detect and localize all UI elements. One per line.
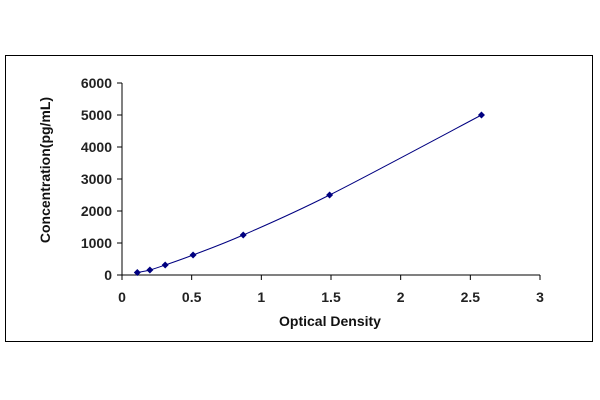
fit-curve [137,114,482,273]
y-tick-label: 2000 [81,203,112,219]
x-tick-label: 1.5 [321,289,341,305]
data-point [239,231,247,239]
data-point [133,269,141,277]
data-point [189,251,197,259]
x-ticks: 0 0.5 1 1.5 2 2.5 3 [118,275,544,305]
y-tick-label: 6000 [81,75,112,91]
data-point [326,191,334,199]
y-tick-label: 5000 [81,107,112,123]
chart-frame [5,55,593,342]
x-axis-title: Optical Density [279,313,381,329]
y-tick-label: 1000 [81,235,112,251]
data-points [133,111,485,277]
data-point [161,261,169,269]
y-ticks: 0 1000 2000 3000 4000 5000 6000 [81,75,122,283]
y-axis-title: Concentration(pg/mL) [37,97,53,243]
data-point [477,111,485,119]
x-tick-label: 2 [397,289,405,305]
x-tick-label: 0.5 [182,289,202,305]
y-tick-label: 3000 [81,171,112,187]
y-tick-label: 4000 [81,139,112,155]
x-tick-label: 1 [257,289,265,305]
y-tick-label: 0 [104,267,112,283]
x-tick-label: 2.5 [461,289,481,305]
x-tick-label: 3 [536,289,544,305]
x-tick-label: 0 [118,289,126,305]
axes [121,83,540,276]
data-point [146,266,154,274]
